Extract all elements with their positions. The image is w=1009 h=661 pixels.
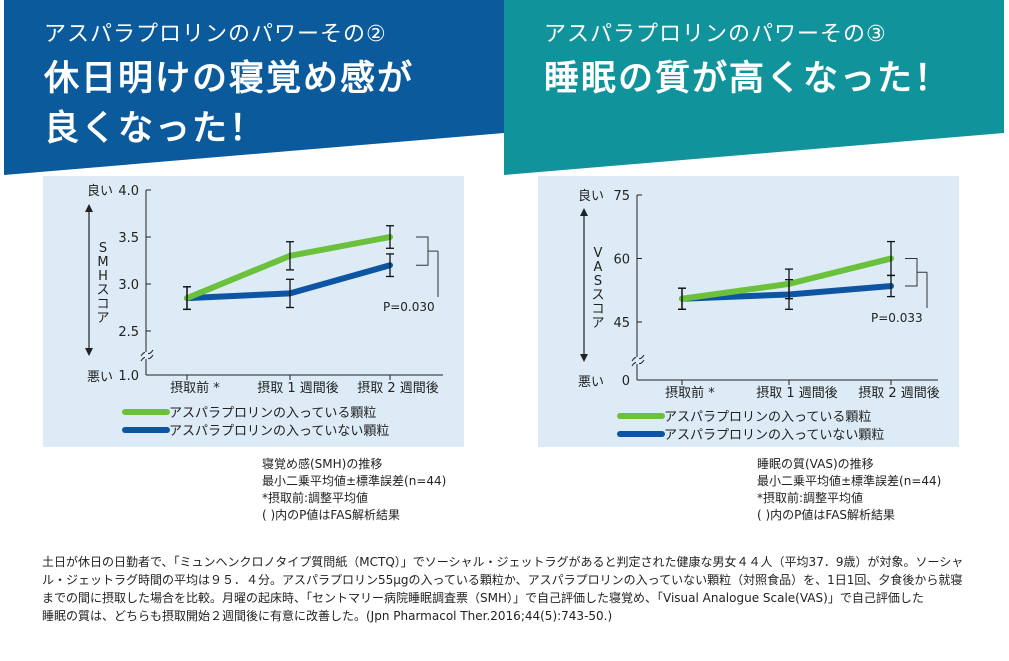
y-axis-label: V A S スコア [591, 246, 604, 331]
y-tick-label: 45 [613, 316, 630, 331]
y-tick-label: 0 [622, 374, 630, 389]
footnote-line: 睡眠の質は、どちらも摂取開始２週間後に有意に改善した。(Jpn Pharmaco… [42, 609, 613, 623]
chart-note-left: 寝覚め感(SMH)の推移 最小二乗平均値±標準誤差(n=44) *摂取前:調整平… [262, 456, 446, 524]
y-tick-label: 60 [613, 253, 630, 268]
note-line: ( )内のP値はFAS解析結果 [262, 508, 401, 522]
y-top-label: 良い [578, 188, 604, 204]
panel-header-right: アスパラプロリンのパワーその③ 睡眠の質が高くなった！ [504, 0, 1004, 175]
arrow-down-head [85, 348, 93, 356]
p-value-label: P=0.033 [871, 311, 923, 325]
series-line [184, 234, 393, 302]
x-tick-label: 摂取 1 週間後 [756, 385, 838, 401]
arrow-up-head [580, 208, 588, 216]
panel-title: 睡眠の質が高くなった！ [544, 54, 951, 104]
panel-header-left: アスパラプロリンのパワーその② 休日明けの寝覚め感が 良くなった！ [4, 0, 504, 175]
note-line: 睡眠の質(VAS)の推移 [757, 457, 874, 471]
footnote-line: ル・ジェットラグ時間の平均は９５．４分。アスパラプロリン55μgの入っている顆粒… [42, 573, 963, 587]
panel-subtitle: アスパラプロリンのパワーその③ [544, 22, 887, 47]
panel-title-line: 良くなった！ [44, 109, 267, 149]
chart-note-right: 睡眠の質(VAS)の推移 最小二乗平均値±標準誤差(n=44) *摂取前:調整平… [757, 456, 941, 524]
x-tick-label: 摂取 1 週間後 [257, 380, 339, 396]
note-line: *摂取前:調整平均値 [757, 491, 864, 505]
x-tick-label: 摂取前 * [665, 385, 715, 401]
axis-break-gap [145, 352, 148, 359]
y-tick-label: 75 [613, 189, 630, 204]
legend-label: アスパラプロリンの入っている顆粒 [664, 410, 871, 425]
header-banner-left [4, 0, 504, 175]
panel-subtitle: アスパラプロリンのパワーその② [44, 22, 387, 47]
chart-smh: 1.0 2.5 3.0 3.5 4.0 良い悪い S M H スコア摂取前 * 摂取 1 週間後 摂取… [43, 176, 464, 447]
x-tick-label: 摂取 2 週間後 [357, 380, 439, 396]
arrow-down-head [580, 354, 588, 362]
footnote-line: 土日が休日の日勤者で、「ミュンヘンクロノタイプ質問紙（MCTQ）」でソーシャル・… [42, 555, 964, 569]
p-value-label: P=0.030 [383, 300, 435, 314]
arrow-up-head [85, 204, 93, 212]
y-tick-label: 2.5 [118, 325, 139, 340]
p-bracket [905, 258, 918, 287]
y-tick-label: 1.0 [118, 369, 139, 384]
p-bracket [416, 236, 429, 266]
panel-title: 休日明けの寝覚め感が 良くなった！ [44, 54, 414, 154]
axis-break-gap [636, 357, 639, 364]
legend-label: アスパラプロリンの入っている顆粒 [169, 406, 376, 421]
note-line: *摂取前:調整平均値 [262, 491, 369, 505]
x-tick-label: 摂取 2 週間後 [858, 385, 940, 401]
y-tick-label: 4.0 [118, 184, 139, 199]
study-footnote: 土日が休日の日勤者で、「ミュンヘンクロノタイプ質問紙（MCTQ）」でソーシャル・… [42, 553, 972, 625]
y-axis-label: S M H スコア [96, 241, 109, 326]
y-bottom-label: 悪い [87, 370, 113, 385]
footnote-line: までの間に摂取した場合を比較。月曜の起床時、「セントマリー病院睡眠調査票（SMH… [42, 591, 924, 605]
legend-label: アスパラプロリンの入っていない顆粒 [169, 424, 389, 439]
note-line: 最小二乗平均値±標準誤差(n=44) [262, 474, 447, 488]
header-banner-right [504, 0, 1004, 175]
note-line: 寝覚め感(SMH)の推移 [262, 457, 383, 471]
note-line: ( )内のP値はFAS解析結果 [757, 508, 896, 522]
y-tick-label: 3.0 [118, 278, 139, 293]
panel-title-line: 休日明けの寝覚め感が [44, 59, 415, 99]
y-bottom-label: 悪い [578, 375, 604, 390]
legend-label: アスパラプロリンの入っていない顆粒 [664, 428, 884, 443]
chart-vas: 0 45 60 75 良い悪い V A S スコア摂取前 * 摂取 1 週間後 摂取 2 週間後 P=… [538, 176, 959, 447]
y-top-label: 良い [87, 183, 113, 199]
note-line: 最小二乗平均値±標準誤差(n=44) [757, 474, 942, 488]
panel-title-line: 睡眠の質が高くなった！ [544, 59, 952, 99]
y-tick-label: 3.5 [118, 231, 139, 246]
x-tick-label: 摂取前 * [170, 380, 220, 396]
